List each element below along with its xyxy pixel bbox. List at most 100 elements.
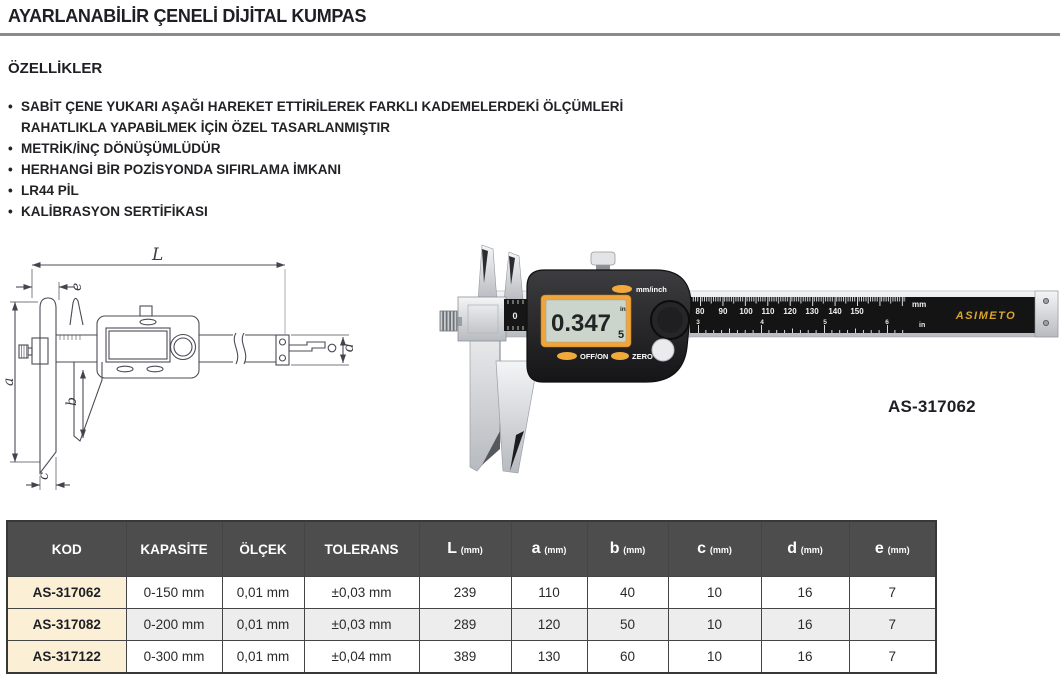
cell-value: 16 — [760, 640, 850, 674]
cell-value: 10 — [667, 640, 762, 674]
cell-value: 0,01 mm — [221, 576, 305, 609]
svg-text:4: 4 — [760, 319, 764, 326]
off-on-button-label: OFF/ON — [580, 352, 608, 361]
brand-logo: ASIMETO — [955, 310, 1016, 322]
features-list: SABİT ÇENE YUKARI AŞAĞI HAREKET ETTİRİLE… — [8, 96, 768, 222]
section-heading: ÖZELLİKLER — [8, 60, 103, 77]
spec-table: KOD KAPASİTE ÖLÇEK TOLERANS L (mm) a (mm… — [6, 520, 937, 674]
header-b: b (mm) — [586, 520, 669, 577]
table-header-row: KOD KAPASİTE ÖLÇEK TOLERANS L (mm) a (mm… — [6, 520, 937, 577]
svg-text:110: 110 — [762, 307, 775, 316]
svg-text:100: 100 — [739, 307, 753, 316]
drawing-dimension-labels: L e a b c d — [2, 245, 357, 480]
svg-text:130: 130 — [805, 307, 819, 316]
svg-text:80: 80 — [696, 307, 705, 316]
off-on-button — [557, 352, 577, 360]
table-row: AS-317062 0-150 mm 0,01 mm ±0,03 mm 239 … — [6, 576, 937, 609]
mm-unit-label: mm — [912, 300, 926, 309]
dimension-label-e: e — [69, 283, 85, 291]
svg-text:120: 120 — [783, 307, 797, 316]
inch-scale-numbers: 3 4 5 6 — [696, 319, 889, 326]
cell-value: 120 — [510, 608, 588, 641]
header-tolerans: TOLERANS — [303, 520, 420, 577]
svg-text:6: 6 — [885, 319, 889, 326]
cell-value: 0-300 mm — [125, 640, 223, 674]
cell-value: 16 — [760, 608, 850, 641]
header-kapasite: KAPASİTE — [125, 520, 223, 577]
cell-value: 389 — [418, 640, 512, 674]
feature-item: KALİBRASYON SERTİFİKASI — [8, 201, 768, 222]
header-kod: KOD — [6, 520, 127, 577]
cell-value: 10 — [667, 608, 762, 641]
cell-value: 110 — [510, 576, 588, 609]
lock-screw-stem — [596, 261, 610, 271]
svg-text:90: 90 — [719, 307, 728, 316]
dimension-label-c: c — [36, 472, 52, 480]
cell-value: 239 — [418, 576, 512, 609]
technical-drawing: L e a b c d — [2, 245, 357, 490]
dimension-label-b: b — [64, 397, 80, 406]
cell-code: AS-317082 — [6, 608, 127, 641]
cell-value: 130 — [510, 640, 588, 674]
thumb-roller — [651, 338, 675, 362]
svg-text:5: 5 — [823, 319, 827, 326]
adjustment-block — [457, 296, 507, 342]
cell-value: 0,01 mm — [221, 640, 305, 674]
lock-screw-knob — [590, 251, 616, 266]
cell-value: 0,01 mm — [221, 608, 305, 641]
cell-value: 0-200 mm — [125, 608, 223, 641]
feature-item: SABİT ÇENE YUKARI AŞAĞI HAREKET ETTİRİLE… — [8, 96, 768, 138]
header-c: c (mm) — [667, 520, 762, 577]
svg-text:150: 150 — [850, 307, 864, 316]
header-olcek: ÖLÇEK — [221, 520, 305, 577]
knurled-adjustment-screw — [439, 310, 458, 332]
title-divider — [0, 33, 1060, 36]
dimension-label-a: a — [2, 378, 17, 386]
cell-value: 60 — [586, 640, 669, 674]
adjustable-jaw-assembly: 0 — [439, 244, 530, 472]
cell-value: 289 — [418, 608, 512, 641]
feature-item: LR44 PİL — [8, 180, 768, 201]
lcd-last-digit: 5 — [618, 329, 624, 341]
lcd-unit-indicator: in — [620, 306, 626, 313]
svg-text:3: 3 — [696, 319, 700, 326]
cell-value: 7 — [848, 608, 937, 641]
svg-text:140: 140 — [828, 307, 842, 316]
mm-inch-button-label: mm/inch — [636, 285, 667, 294]
in-unit-label: in — [919, 322, 925, 329]
feature-item: HERHANGİ BİR POZİSYONDA SIFIRLAMA İMKANI — [8, 159, 768, 180]
cell-value: 10 — [667, 576, 762, 609]
dimension-label-L: L — [151, 245, 163, 265]
beam-end-cap — [1034, 290, 1059, 338]
header-a: a (mm) — [510, 520, 588, 577]
cell-value: ±0,03 mm — [303, 576, 420, 609]
mm-scale-numbers: 80 90 100 110 120 130 140 150 — [696, 307, 865, 316]
digital-display-unit: mm/inch 0.347 in 5 OFF/ON ZERO — [526, 251, 692, 383]
header-e: e (mm) — [848, 520, 937, 577]
cell-value: ±0,04 mm — [303, 640, 420, 674]
lower-jaw — [495, 360, 539, 474]
cell-value: 7 — [848, 640, 937, 674]
zero-button — [611, 352, 629, 360]
drawing-lines — [10, 262, 349, 490]
cell-value: ±0,03 mm — [303, 608, 420, 641]
feature-item: METRİK/İNÇ DÖNÜŞÜMLÜDÜR — [8, 138, 768, 159]
cell-value: 16 — [760, 576, 850, 609]
header-L: L (mm) — [418, 520, 512, 577]
zero-mark: 0 — [512, 311, 517, 321]
cell-value: 0-150 mm — [125, 576, 223, 609]
table-row: AS-317082 0-200 mm 0,01 mm ±0,03 mm 289 … — [6, 608, 937, 641]
cell-value: 7 — [848, 576, 937, 609]
cell-value: 40 — [586, 576, 669, 609]
cell-value: 50 — [586, 608, 669, 641]
table-row: AS-317122 0-300 mm 0,01 mm ±0,04 mm 389 … — [6, 640, 937, 674]
cell-code: AS-317062 — [6, 576, 127, 609]
lcd-screen — [545, 299, 627, 343]
vernier-zero-section — [504, 299, 530, 331]
dimension-label-d: d — [341, 343, 357, 352]
product-code: AS-317062 — [888, 397, 976, 416]
product-photo: 80 90 100 110 120 130 140 150 3 4 5 6 mm… — [439, 244, 1059, 474]
zero-button-label: ZERO — [632, 352, 653, 361]
cell-code: AS-317122 — [6, 640, 127, 674]
